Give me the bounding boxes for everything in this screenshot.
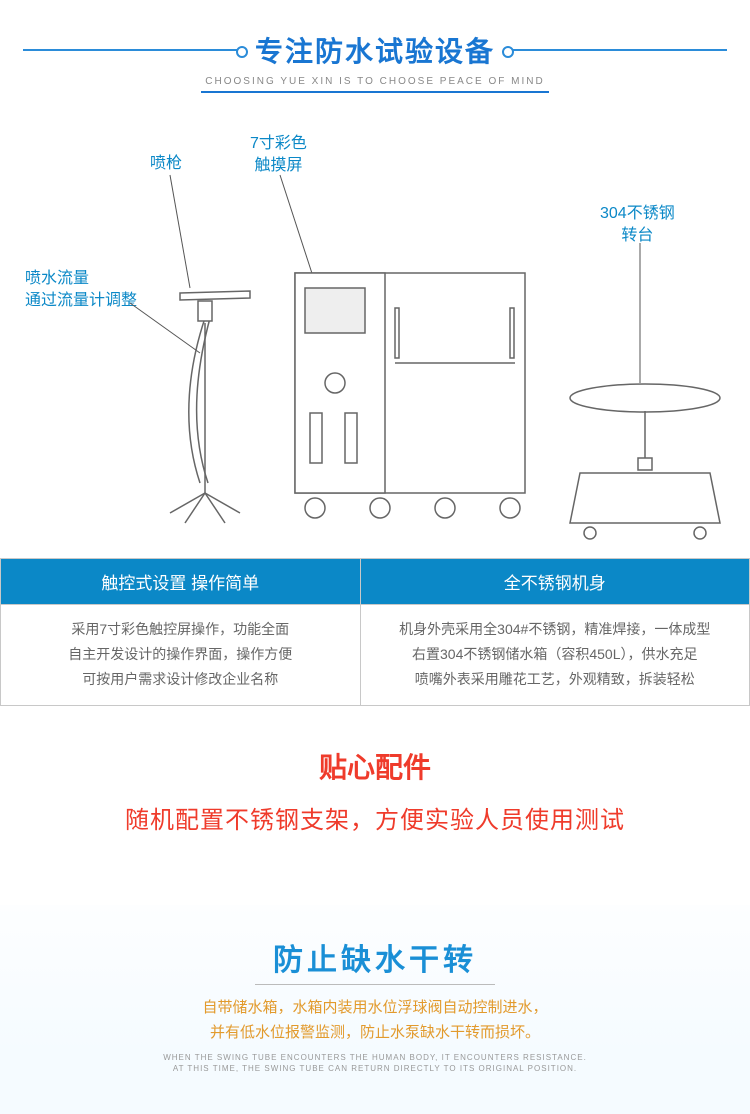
body-line: 可按用户需求设计修改企业名称 bbox=[82, 671, 278, 687]
feature-table: 触控式设置 操作简单 全不锈钢机身 采用7寸彩色触控屏操作，功能全面 自主开发设… bbox=[0, 558, 750, 706]
page-title: 专注防水试验设备 bbox=[255, 30, 495, 70]
page-subtitle: CHOOSING YUE XIN IS TO CHOOSE PEACE OF M… bbox=[201, 76, 548, 93]
body-line: 机身外壳采用全304#不锈钢，精准焊接，一体成型 bbox=[399, 621, 710, 637]
divider-right bbox=[507, 49, 727, 51]
touch-screen-icon bbox=[305, 288, 365, 333]
cabinet-drawing bbox=[285, 263, 545, 523]
feature-head-1: 触控式设置 操作简单 bbox=[1, 559, 361, 605]
feature-body-1: 采用7寸彩色触控屏操作，功能全面 自主开发设计的操作界面，操作方便 可按用户需求… bbox=[1, 605, 361, 706]
spray-stand-drawing bbox=[130, 283, 290, 533]
body-line: 采用7寸彩色触控屏操作，功能全面 bbox=[71, 621, 289, 637]
equipment-diagram: 喷枪 7寸彩色 触摸屏 喷水流量 通过流量计调整 304不锈钢 转台 bbox=[0, 123, 750, 543]
body-line: 右置304不锈钢储水箱（容积450L），供水充足 bbox=[412, 646, 698, 662]
header: 专注防水试验设备 CHOOSING YUE XIN IS TO CHOOSE P… bbox=[0, 0, 750, 103]
desc-line: 自带储水箱，水箱内装用水位浮球阀自动控制进水， bbox=[202, 999, 547, 1016]
divider-left bbox=[23, 49, 243, 51]
title-row: 专注防水试验设备 bbox=[0, 30, 750, 70]
accessories-title: 贴心配件 bbox=[20, 746, 730, 786]
prevent-title: 防止缺水干转 bbox=[255, 935, 495, 985]
prevent-desc: 自带储水箱，水箱内装用水位浮球阀自动控制进水， 并有低水位报警监测，防止水泵缺水… bbox=[0, 995, 750, 1046]
feature-body-2: 机身外壳采用全304#不锈钢，精准焊接，一体成型 右置304不锈钢储水箱（容积4… bbox=[360, 605, 749, 706]
desc-line: 并有低水位报警监测，防止水泵缺水干转而损坏。 bbox=[210, 1024, 540, 1041]
prevent-section: 防止缺水干转 自带储水箱，水箱内装用水位浮球阀自动控制进水， 并有低水位报警监测… bbox=[0, 905, 750, 1114]
feature-head-2: 全不锈钢机身 bbox=[360, 559, 749, 605]
body-line: 喷嘴外表采用雕花工艺，外观精致，拆装轻松 bbox=[415, 671, 695, 687]
accessories-section: 贴心配件 随机配置不锈钢支架，方便实验人员使用测试 bbox=[0, 706, 750, 905]
body-line: 自主开发设计的操作界面，操作方便 bbox=[68, 646, 292, 662]
foot-line: AT THIS TIME, THE SWING TUBE CAN RETURN … bbox=[173, 1064, 577, 1073]
foot-line: WHEN THE SWING TUBE ENCOUNTERS THE HUMAN… bbox=[163, 1053, 587, 1062]
prevent-footer: WHEN THE SWING TUBE ENCOUNTERS THE HUMAN… bbox=[0, 1052, 750, 1074]
accessories-text: 随机配置不锈钢支架，方便实验人员使用测试 bbox=[20, 800, 730, 835]
turntable-drawing bbox=[560, 373, 730, 543]
